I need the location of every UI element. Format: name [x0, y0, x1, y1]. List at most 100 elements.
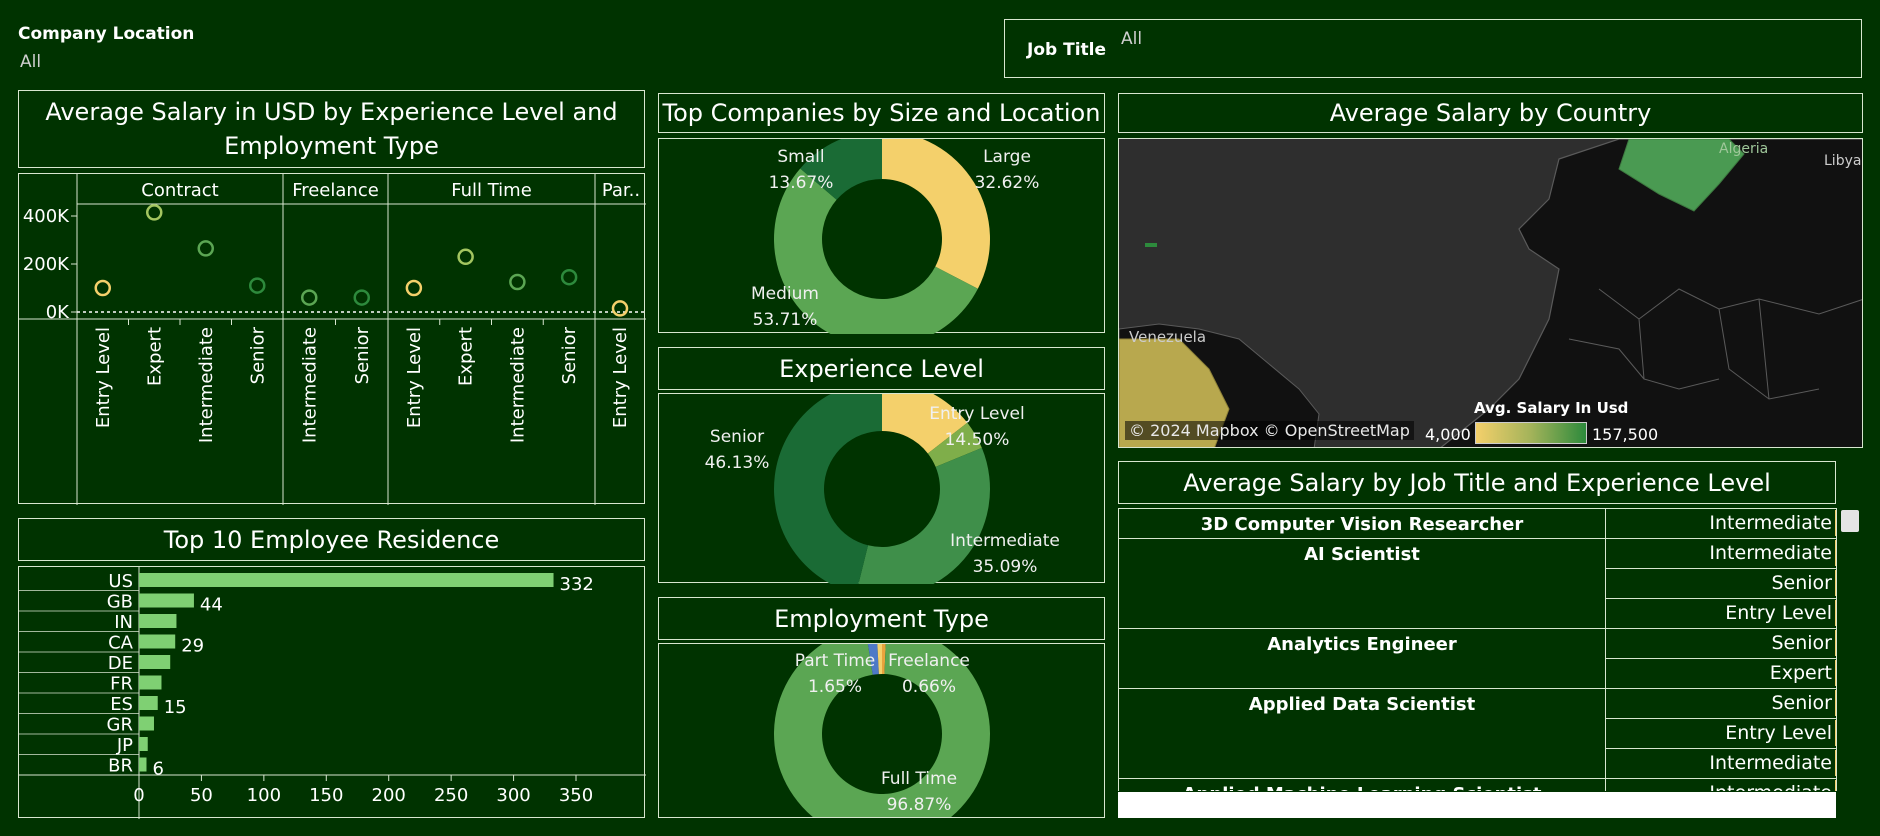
bar-category-label: DE: [108, 653, 133, 674]
scatter-point: [611, 300, 629, 317]
donut-slice: [882, 644, 886, 675]
experience-level-cell: Intermediate: [1605, 508, 1836, 538]
bar: [139, 737, 148, 751]
donut-label-name: Freelance: [888, 651, 970, 671]
map-legend-gradient: [1475, 422, 1587, 444]
donut-slice: [774, 644, 990, 817]
bar-x-tick: 50: [190, 785, 213, 806]
map-attribution[interactable]: © 2024 Mapbox © OpenStreetMap: [1125, 421, 1414, 440]
map-legend-title: Avg. Salary In Usd: [1474, 399, 1629, 417]
caribbean-island: [1145, 243, 1157, 247]
donut-label-name: Large: [983, 147, 1031, 167]
horizontal-scrollbar[interactable]: [1118, 792, 1836, 818]
donut-slice: [855, 447, 990, 597]
donut-slice: [773, 381, 882, 594]
donut-label-name: Full Time: [881, 769, 957, 789]
experience-level-cell: Expert: [1605, 658, 1836, 688]
employment-title: Employment Type: [658, 597, 1105, 640]
scatter-x-label: Intermediate: [196, 327, 217, 443]
donut-label-name: Small: [777, 147, 824, 167]
job-title-cell: Applied Data Scientist: [1118, 688, 1605, 778]
bar: [139, 634, 176, 649]
experience-title: Experience Level: [658, 347, 1105, 390]
donut-slice: [877, 644, 882, 675]
donut-slice: [867, 644, 879, 675]
donut-label-value: 0.66%: [902, 677, 956, 697]
job-title-cell: AI Scientist: [1118, 538, 1605, 628]
scatter-point: [509, 273, 526, 291]
job-table-title: Average Salary by Job Title and Experien…: [1118, 461, 1836, 504]
bar: [139, 593, 194, 608]
algeria-shape: [1618, 139, 1745, 212]
experience-level-cell: Senior: [1605, 628, 1836, 658]
map-canvas: Algeria Libya Venezuela: [1119, 139, 1862, 447]
scatter-x-label: Senior: [352, 326, 373, 384]
job-title-value[interactable]: All: [1121, 29, 1143, 49]
bar: [139, 675, 162, 690]
experience-level-cell: Intermediate: [1605, 748, 1836, 778]
map-label-venezuela: Venezuela: [1129, 328, 1206, 346]
table-scrollbar-track[interactable]: [1836, 508, 1863, 791]
salary-scatter-panel: 400K 200K 0K Contract Entry Level Expert Inter…: [18, 173, 648, 505]
donut-slice: [882, 381, 968, 454]
scatter-point: [353, 289, 370, 306]
bar-category-label: IN: [114, 612, 133, 633]
donut-label-name: Intermediate: [950, 531, 1060, 551]
scatter-x-label: Entry Level: [610, 327, 631, 428]
scatter-x-label: Intermediate: [299, 327, 320, 443]
residence-title: Top 10 Employee Residence: [18, 518, 645, 561]
experience-level-cell: Intermediate: [1605, 538, 1836, 568]
table-scrollbar-thumb[interactable]: [1841, 510, 1859, 532]
scatter-x-label: Expert: [456, 327, 477, 386]
bar-category-label: BR: [108, 756, 133, 777]
bar-x-tick: 300: [496, 785, 530, 806]
donut-label-value: 14.50%: [945, 430, 1010, 450]
job-title-label: Job Title: [1027, 40, 1106, 60]
scatter-group-label: Par..: [602, 180, 640, 201]
donut-label-value: 32.62%: [975, 173, 1040, 193]
donut-slice: [774, 168, 978, 347]
donut-label-value: 53.71%: [753, 310, 818, 330]
scatter-point: [457, 248, 474, 266]
scatter-y-tick: 400K: [23, 206, 70, 227]
bar-value-label: 15: [164, 697, 187, 718]
scatter-x-label: Expert: [144, 327, 165, 386]
donut-label-value: 1.65%: [808, 677, 862, 697]
donut-slice: [800, 131, 882, 200]
bar-x-tick: 250: [434, 785, 468, 806]
salary-scatter-title: Average Salary in USD by Experience Leve…: [18, 90, 645, 168]
map-legend-min: 4,000: [1425, 425, 1471, 444]
company-location-label: Company Location: [18, 24, 195, 44]
bar: [139, 655, 171, 669]
bar: [139, 757, 147, 772]
africa-landmass: [1440, 139, 1862, 447]
experience-level-cell: Senior: [1605, 568, 1836, 598]
job-title-filter[interactable]: Job Title All: [1004, 19, 1862, 78]
company-size-panel: Large 32.62% Medium 53.71% Small 13.67%: [658, 131, 1105, 347]
salary-scatter-chart: 400K 200K 0K Contract Entry Level Expert Inter…: [19, 174, 648, 505]
job-table[interactable]: 3D Computer Vision Researcher Intermediat…: [1118, 508, 1863, 791]
experience-level-cell: Entry Level: [1605, 598, 1836, 628]
scatter-point: [560, 268, 578, 286]
donut-label-value: 35.09%: [973, 557, 1038, 577]
bar-x-tick: 350: [559, 785, 593, 806]
donut-label-value: 13.67%: [769, 173, 834, 193]
donut-label-name: Entry Level: [929, 404, 1025, 424]
scatter-x-label: Intermediate: [507, 327, 528, 443]
residence-panel: US 332 GB 44 IN CA 29 DE FR ES 15 GR JP BR 6 0 50 100 150 2…: [18, 566, 646, 819]
salary-map[interactable]: Algeria Libya Venezuela © 2024 Mapbox © …: [1118, 138, 1863, 448]
bar-x-tick: 0: [133, 785, 144, 806]
donut-label-value: 46.13%: [705, 453, 770, 473]
map-legend-max: 157,500: [1592, 425, 1659, 444]
employment-panel: Freelance 0.66% Full Time 96.87% Part Time 1.…: [658, 643, 1105, 818]
map-label-libya: Libya: [1824, 153, 1861, 169]
donut-slice: [927, 422, 982, 467]
scatter-x-label: Senior: [559, 326, 580, 384]
scatter-point: [249, 277, 266, 294]
bar-x-tick: 200: [372, 785, 406, 806]
scatter-point: [146, 204, 163, 221]
employment-donut: Freelance 0.66% Full Time 96.87% Part Time 1.…: [774, 644, 990, 817]
experience-level-cell: Entry Level: [1605, 718, 1836, 748]
company-location-filter[interactable]: All: [20, 52, 42, 72]
donut-label-name: Senior: [710, 427, 764, 447]
